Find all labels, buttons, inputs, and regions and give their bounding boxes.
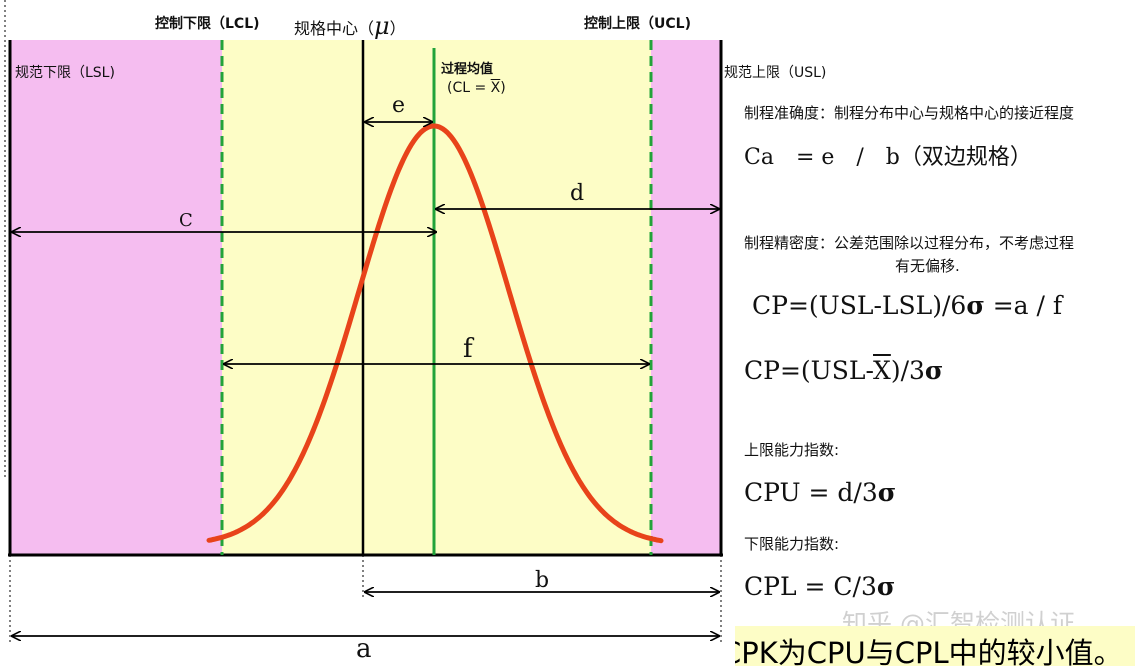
lcl-label: 控制下限（LCL): [155, 16, 260, 32]
ucl-label: 控制上限（UCL): [584, 16, 691, 32]
spec-center-label: 规格中心（μ）: [294, 14, 406, 38]
dimension-d-label: d: [570, 181, 585, 206]
sigma-symbol: σ: [966, 291, 985, 320]
dimension-c-label: C: [179, 210, 193, 231]
lsl-out-of-control-zone: [10, 40, 222, 555]
cp-formula-1: CP=(USL-LSL)/6σ =a / f: [752, 293, 1062, 318]
cp-formula-2-xbar: X: [873, 356, 891, 385]
cp-formula-2: CP=(USL-X)/3σ: [744, 358, 943, 383]
cp-heading-line2: 有无偏移.: [895, 257, 960, 275]
cp-formula-1-suffix: =a / f: [984, 291, 1063, 320]
cl-prefix: (CL =: [447, 80, 491, 96]
cpu-heading: 上限能力指数:: [744, 441, 840, 459]
lsl-label: 规范下限（LSL): [15, 65, 115, 81]
cp-heading: 制程精密度：公差范围除以过程分布，不考虑过程: [744, 234, 1075, 252]
cp-formula-2-prefix: CP=(USL-: [744, 356, 874, 385]
mu-symbol: μ: [374, 12, 390, 40]
usl-out-of-control-zone: [651, 40, 721, 555]
cl-label: (CL = X): [447, 81, 506, 95]
cpu-formula-prefix: CPU = d/3: [744, 478, 878, 507]
usl-label: 规范上限（USL): [724, 65, 827, 81]
control-zone: [222, 40, 651, 555]
cpk-note-band: CPK为CPU与CPL中的较小值。: [735, 626, 1135, 666]
ca-heading: 制程准确度：制程分布中心与规格中心的接近程度: [744, 104, 1075, 122]
spec-center-close: ）: [389, 19, 406, 38]
process-mean-label: 过程均值: [441, 62, 494, 77]
dimension-b-label: b: [535, 568, 550, 593]
cp-formula-2-mid: )/3: [890, 356, 925, 385]
cpk-note: CPK为CPU与CPL中的较小值。: [735, 636, 1123, 666]
dimension-e-label: e: [392, 93, 406, 118]
cpl-formula-prefix: CPL = C/3: [744, 572, 877, 601]
cpl-formula: CPL = C/3σ: [744, 574, 895, 599]
cpu-formula: CPU = d/3σ: [744, 480, 896, 505]
dimension-f-label: f: [463, 334, 473, 364]
normal-distribution-curve: [206, 123, 664, 544]
cl-xbar: X: [490, 80, 501, 96]
spec-center-text: 规格中心（: [294, 19, 375, 38]
dimension-a-label: a: [356, 634, 372, 664]
sigma-symbol: σ: [876, 572, 896, 601]
ca-formula: Ca = e / b（双边规格）: [744, 145, 1032, 170]
cpl-heading: 下限能力指数:: [744, 535, 840, 553]
sigma-symbol: σ: [877, 478, 897, 507]
cl-suffix: ): [500, 80, 506, 96]
cp-formula-1-prefix: CP=(USL-LSL)/6: [752, 291, 967, 320]
sigma-symbol: σ: [924, 356, 944, 385]
